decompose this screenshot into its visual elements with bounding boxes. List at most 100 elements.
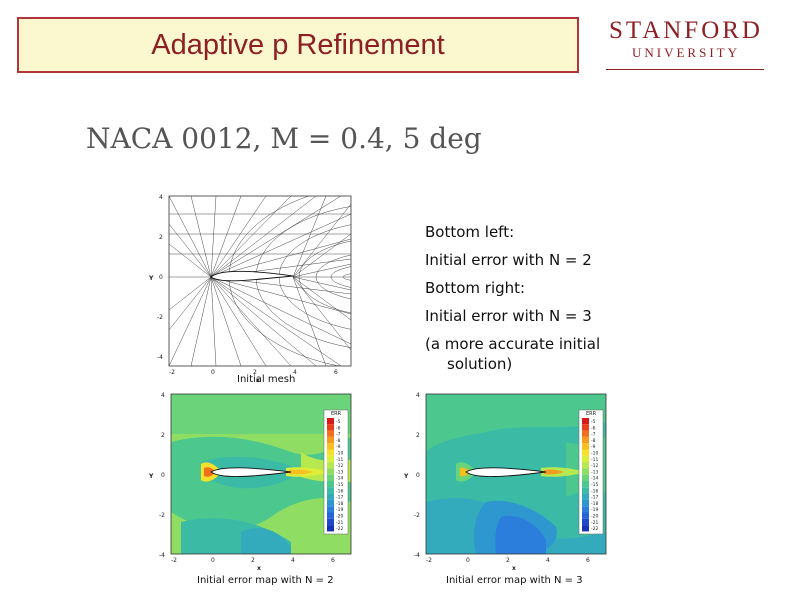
- legend-label: -12: [591, 463, 598, 469]
- ylabel: Y: [148, 473, 154, 480]
- xlabel: x: [256, 377, 260, 384]
- legend-swatch: [582, 499, 589, 507]
- legend-label: -6: [336, 425, 341, 431]
- legend-label: -7: [336, 432, 341, 438]
- error-n3-contours: [426, 394, 606, 554]
- ytick: 4: [416, 392, 420, 399]
- legend-label: -22: [591, 526, 598, 532]
- xtick: 2: [253, 369, 257, 376]
- ytick: 4: [159, 194, 163, 201]
- legend-swatch: [327, 481, 334, 488]
- legend-label: -19: [591, 507, 598, 513]
- xtick: 4: [546, 557, 550, 564]
- legend-swatch: [582, 443, 589, 450]
- legend-swatch: [327, 518, 334, 526]
- legend-label: -20: [336, 514, 343, 520]
- error-n3-plot: ERR -5-6-7-8-9-10-11-12-13-14-15-16-17-1…: [403, 392, 607, 572]
- xtick: 2: [251, 557, 255, 564]
- ytick: 0: [416, 472, 420, 479]
- legend-swatch: [582, 455, 589, 463]
- logo-rule: [606, 69, 764, 70]
- note-line: (a more accurate initial: [425, 335, 601, 353]
- xtick: 4: [291, 557, 295, 564]
- legend-swatch: [327, 449, 334, 456]
- xlabel: x: [512, 565, 516, 572]
- legend-label: -14: [591, 476, 598, 482]
- legend-swatch: [327, 499, 334, 507]
- legend-swatch: [327, 418, 334, 425]
- legend-swatch: [327, 443, 334, 450]
- xtick: 0: [211, 369, 215, 376]
- legend-swatch: [582, 436, 589, 444]
- xtick: 0: [466, 557, 470, 564]
- legend-swatch: [327, 468, 334, 475]
- legend-label: -9: [591, 444, 596, 450]
- legend-label: -17: [591, 495, 598, 501]
- legend-swatch: [582, 512, 589, 519]
- note-line: Bottom right:: [425, 279, 526, 297]
- slide-title: Adaptive p Refinement: [151, 28, 445, 61]
- legend-title: ERR: [331, 411, 342, 417]
- ytick: -4: [159, 552, 165, 559]
- ytick: 4: [161, 392, 165, 399]
- legend-label: -19: [336, 507, 343, 513]
- legend-label: -18: [591, 501, 598, 507]
- legend-swatches: -5-6-7-8-9-10-11-12-13-14-15-16-17-18-19…: [582, 418, 598, 532]
- legend-swatch: [327, 455, 334, 463]
- legend-swatch: [582, 487, 589, 494]
- legend-label: -13: [591, 469, 598, 475]
- legend-title: ERR: [586, 411, 597, 417]
- error-n3-airfoil: [465, 467, 547, 477]
- xtick: 4: [293, 369, 297, 376]
- ytick: -2: [159, 512, 165, 519]
- xtick: 6: [331, 557, 335, 564]
- legend-swatch: [327, 424, 334, 431]
- legend-label: -5: [336, 419, 341, 425]
- legend-swatch: [327, 487, 334, 494]
- logo-line2: UNIVERSITY: [632, 45, 740, 60]
- legend-label: -22: [336, 526, 343, 532]
- notes: Bottom left: Initial error with N = 2 Bo…: [425, 222, 645, 382]
- legend-swatch: [582, 449, 589, 456]
- legend-label: -21: [591, 520, 598, 526]
- xtick: -2: [171, 557, 177, 564]
- mesh-airfoil: [210, 270, 294, 282]
- error-n3-caption: Initial error map with N = 3: [446, 575, 583, 586]
- legend-label: -15: [591, 482, 598, 488]
- legend-label: -6: [591, 425, 596, 431]
- note-line: solution): [447, 355, 513, 373]
- xtick: 0: [211, 557, 215, 564]
- legend-swatch: [582, 474, 589, 481]
- ytick: -2: [414, 512, 420, 519]
- error-n2-legend: ERR -5-6-7-8-9-10-11-12-13-14-15-16-17-1…: [323, 409, 349, 535]
- legend-swatch: [582, 493, 589, 500]
- slide-subtitle: NACA 0012, M = 0.4, 5 deg: [86, 122, 482, 155]
- legend-label: -8: [336, 438, 341, 444]
- legend-label: -10: [336, 451, 343, 457]
- legend-swatch: [327, 436, 334, 444]
- ytick: 0: [159, 274, 163, 281]
- legend-swatch: [582, 518, 589, 526]
- xtick: -2: [426, 557, 432, 564]
- legend-label: -12: [336, 463, 343, 469]
- mesh-plot: 4 2 0 -2 -4 -2 0 2 4 6 x Y: [148, 194, 352, 384]
- ytick: 2: [416, 432, 420, 439]
- error-n2-ticks: 4 2 0 -2 -4 -2 0 2 4 6 x Y: [148, 392, 335, 572]
- legend-label: -14: [336, 476, 343, 482]
- error-n2-frame: [170, 393, 352, 555]
- legend-label: -17: [336, 495, 343, 501]
- xtick: 2: [506, 557, 510, 564]
- error-n2-caption: Initial error map with N = 2: [197, 575, 334, 586]
- ytick: -4: [414, 552, 420, 559]
- legend-swatch: [327, 525, 334, 532]
- legend-swatch: [582, 468, 589, 475]
- legend-swatch: [582, 424, 589, 431]
- legend-label: -8: [591, 438, 596, 444]
- legend-label: -20: [591, 514, 598, 520]
- legend-swatches: -5-6-7-8-9-10-11-12-13-14-15-16-17-18-19…: [327, 418, 343, 532]
- error-n3-figure: ERR -5 -6 -7 -8 -9 -10 -11 -12 -13 -14 -15 -16 -17 -1…: [396, 382, 636, 578]
- legend-label: -16: [336, 488, 343, 494]
- note-line: Initial error with N = 2: [425, 251, 592, 269]
- mesh-figure: 4 2 0 -2 -4 -2 0 2 4 6 x Y: [141, 184, 353, 388]
- legend-label: -18: [336, 501, 343, 507]
